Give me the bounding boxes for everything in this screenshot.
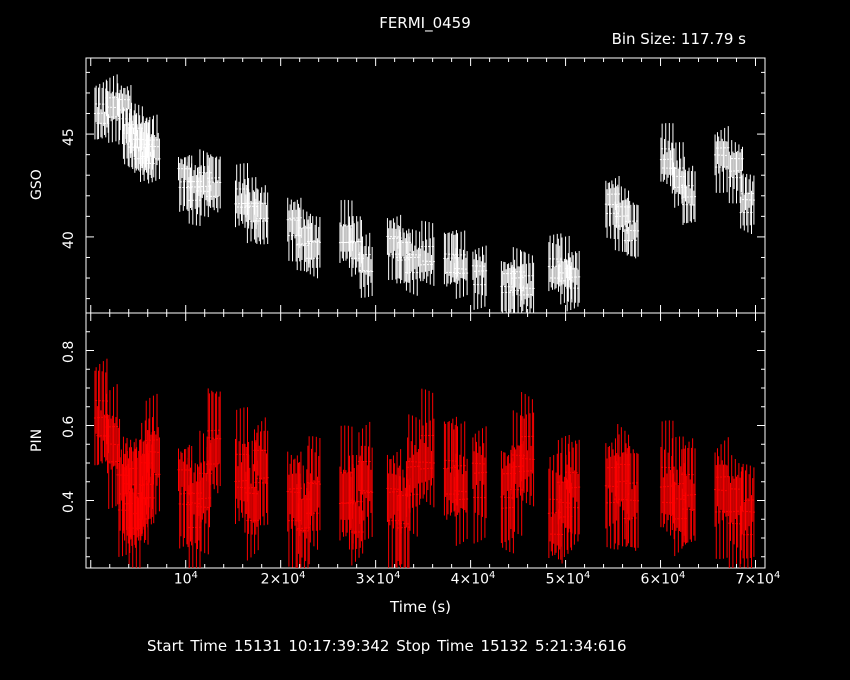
time-range-footer: Start Time 15131 10:17:39:342 Stop Time … <box>147 637 627 655</box>
data-point-17 <box>305 436 321 550</box>
x-tick-label: 6×104 <box>640 570 686 588</box>
data-point-20 <box>357 232 374 298</box>
data-point-27 <box>471 245 488 310</box>
data-point-23 <box>405 414 421 537</box>
data-point-42 <box>739 463 755 568</box>
data-point-14 <box>253 185 269 245</box>
data-point-36 <box>623 199 640 259</box>
x-tick-label: 3×104 <box>355 570 401 588</box>
x-tick-label: 7×104 <box>735 570 781 588</box>
data-point-41 <box>728 455 744 568</box>
data-point-37 <box>659 123 676 189</box>
y-tick-label: 45 <box>61 128 77 147</box>
data-point-20 <box>357 421 374 541</box>
data-point-30 <box>519 392 535 507</box>
axis-ticks <box>86 58 765 568</box>
data-point-24 <box>419 220 435 286</box>
x-axis-label: Time (s) <box>390 598 451 616</box>
data-point-7 <box>145 393 161 520</box>
data-point-40 <box>714 437 730 560</box>
x-tick-label: 2×104 <box>260 570 306 588</box>
data-point-26 <box>452 421 469 546</box>
x-tick-label: 4×104 <box>450 570 496 588</box>
data-point-10 <box>196 430 212 555</box>
data-point-39 <box>680 438 697 547</box>
gso-light-curve <box>93 74 755 313</box>
data-point-7 <box>145 114 161 184</box>
data-point-33 <box>564 439 581 550</box>
data-point-41 <box>728 140 744 204</box>
pin-axis-label: PIN <box>29 428 45 452</box>
data-point-23 <box>405 228 421 296</box>
data-point-11 <box>206 388 222 494</box>
data-point-11 <box>206 154 222 213</box>
x-tick-label: 104 <box>173 570 198 588</box>
y-tick-label: 0.8 <box>61 340 77 363</box>
data-point-36 <box>623 443 640 551</box>
data-point-42 <box>739 173 755 235</box>
data-point-0 <box>93 358 110 466</box>
data-point-40 <box>714 126 730 193</box>
data-point-38 <box>671 436 687 557</box>
x-tick-label: 5×104 <box>545 570 591 588</box>
plot-frames <box>85 57 766 569</box>
panel-frame-1 <box>85 312 766 569</box>
data-point-26 <box>452 230 469 299</box>
data-point-1 <box>105 384 121 509</box>
data-point-37 <box>659 420 676 540</box>
y-tick-label: 0.4 <box>61 490 77 513</box>
data-point-27 <box>471 426 488 544</box>
data-point-24 <box>419 388 435 508</box>
data-point-14 <box>253 417 269 526</box>
data-point-39 <box>680 165 697 225</box>
data-point-33 <box>564 250 581 312</box>
data-point-28 <box>500 448 516 554</box>
bin-size-label: Bin Size: 117.79 s <box>611 30 746 48</box>
data-point-13 <box>243 440 260 561</box>
data-point-17 <box>305 216 321 279</box>
data-point-16 <box>296 462 312 568</box>
data-point-0 <box>93 81 110 140</box>
gso-axis-label: GSO <box>29 169 45 200</box>
y-tick-label: 0.6 <box>61 415 77 438</box>
pin-light-curve <box>93 358 755 568</box>
chart-title: FERMI_0459 <box>379 14 471 32</box>
data-point-1 <box>105 74 121 143</box>
y-tick-label: 40 <box>61 231 77 249</box>
data-point-30 <box>519 251 535 313</box>
